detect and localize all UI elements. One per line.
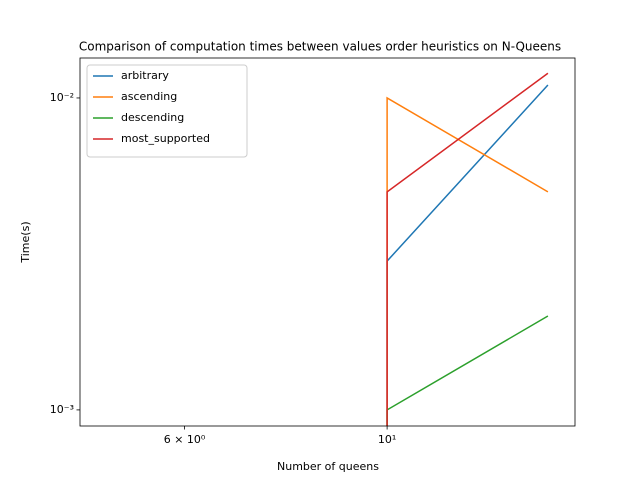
- y-tick-label: 10⁻³: [50, 403, 74, 416]
- line: [386, 84, 549, 426]
- line: [386, 315, 549, 426]
- x-tick-label: 6 × 10⁰: [164, 433, 206, 446]
- legend-label: arbitrary: [121, 69, 169, 82]
- plot-area: [386, 72, 549, 426]
- legend-label: most_supported: [121, 132, 210, 145]
- y-axis-label: Time(s): [19, 221, 32, 263]
- axes-frame: [79, 57, 576, 427]
- legend-label: descending: [121, 111, 184, 124]
- chart-title: Comparison of computation times between …: [79, 40, 561, 54]
- legend-box: [86, 64, 248, 158]
- line: [386, 72, 549, 426]
- x-axis-label: Number of queens: [277, 460, 379, 473]
- line: [386, 96, 549, 426]
- y-tick-label: 10⁻²: [50, 91, 74, 104]
- x-tick-label: 10¹: [378, 433, 396, 446]
- legend-label: ascending: [121, 90, 177, 103]
